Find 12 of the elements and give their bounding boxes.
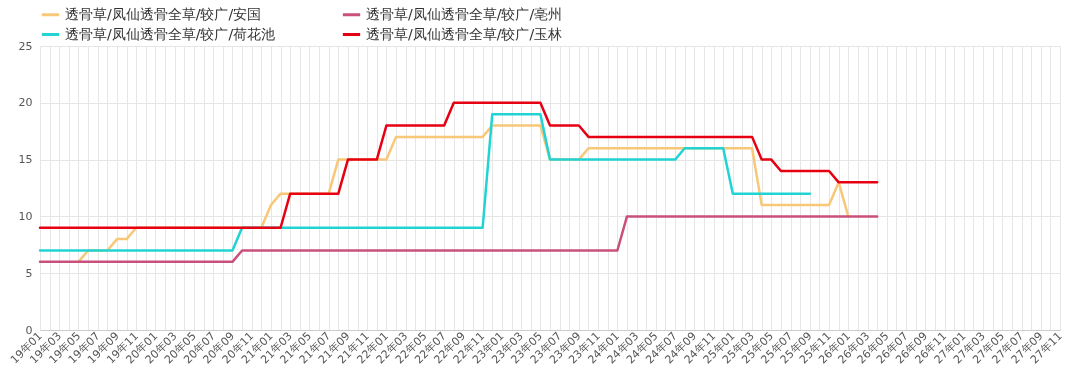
- line-series: [38, 112, 812, 252]
- y-tick-label: 25: [18, 39, 33, 53]
- legend-label: 透骨草/凤仙透骨全草/较广/安国: [65, 5, 262, 22]
- legend-label: 透骨草/凤仙透骨全草/较广/玉林: [366, 25, 563, 42]
- y-tick-label: 10: [18, 209, 33, 223]
- line-series: [38, 101, 879, 230]
- y-tick-label: 20: [18, 96, 33, 110]
- legend-label: 透骨草/凤仙透骨全草/较广/亳州: [366, 5, 563, 22]
- legend-label: 透骨草/凤仙透骨全草/较广/荷花池: [65, 25, 276, 42]
- y-tick-label: 5: [25, 266, 33, 280]
- y-tick-label: 0: [25, 323, 33, 337]
- y-tick-label: 15: [18, 153, 33, 167]
